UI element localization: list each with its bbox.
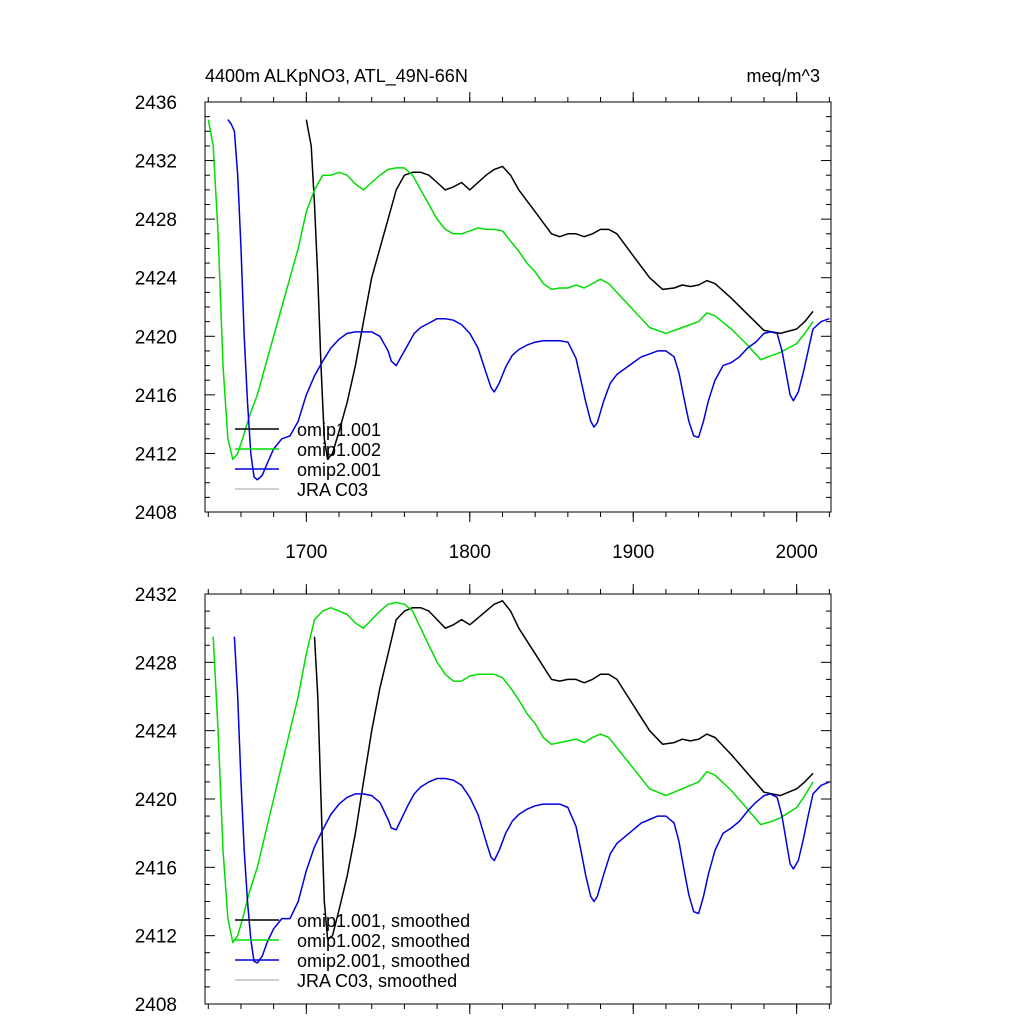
legend-label: JRA C03, smoothed [297,971,457,991]
legend-label: omip2.001, smoothed [297,951,470,971]
y-tick-label: 2428 [135,653,177,674]
legend-label: omip1.002 [297,440,381,460]
units-label: meq/m^3 [747,66,820,86]
x-tick-label: 1700 [285,542,327,563]
y-tick-label: 2420 [135,790,177,811]
bottom-panel: 2408 2412 2416 2420 2424 2428 2432 omip1.001, s… [135,584,832,1016]
y-tick-label: 2408 [135,995,177,1016]
x-tick-label: 1800 [449,542,491,563]
y-tick-label: 2408 [135,503,177,524]
y-tick-label: 2416 [135,858,177,879]
y-tick-label: 2436 [135,93,177,114]
legend-label: omip2.001 [297,460,381,480]
y-tick-label: 2412 [135,927,177,948]
y-tick-label: 2432 [135,585,177,606]
top-panel: 2408 2412 2416 2420 2424 2428 2432 2436 1700 1800… [135,92,832,563]
legend-label: omip1.002, smoothed [297,931,470,951]
series-line [212,601,814,944]
y-tick-label: 2412 [135,444,177,465]
legend-label: JRA C03 [297,480,368,500]
x-tick-label: 2000 [776,542,818,563]
series-line [207,119,814,461]
y-tick-label: 2428 [135,210,177,231]
y-tick-label: 2416 [135,386,177,407]
x-tick-label: 1900 [612,542,654,563]
y-tick-label: 2420 [135,327,177,348]
series-line [305,119,814,461]
chart-title: 4400m ALKpNO3, ATL_49N-66N [205,66,468,87]
series-line [227,119,830,481]
legend-label: omip1.001, smoothed [297,911,470,931]
series-line [233,636,830,964]
y-tick-label: 2424 [135,722,178,743]
y-tick-label: 2432 [135,152,177,173]
y-tick-label: 2424 [135,269,178,290]
series-line [313,600,814,940]
legend-label: omip1.001 [297,420,381,440]
